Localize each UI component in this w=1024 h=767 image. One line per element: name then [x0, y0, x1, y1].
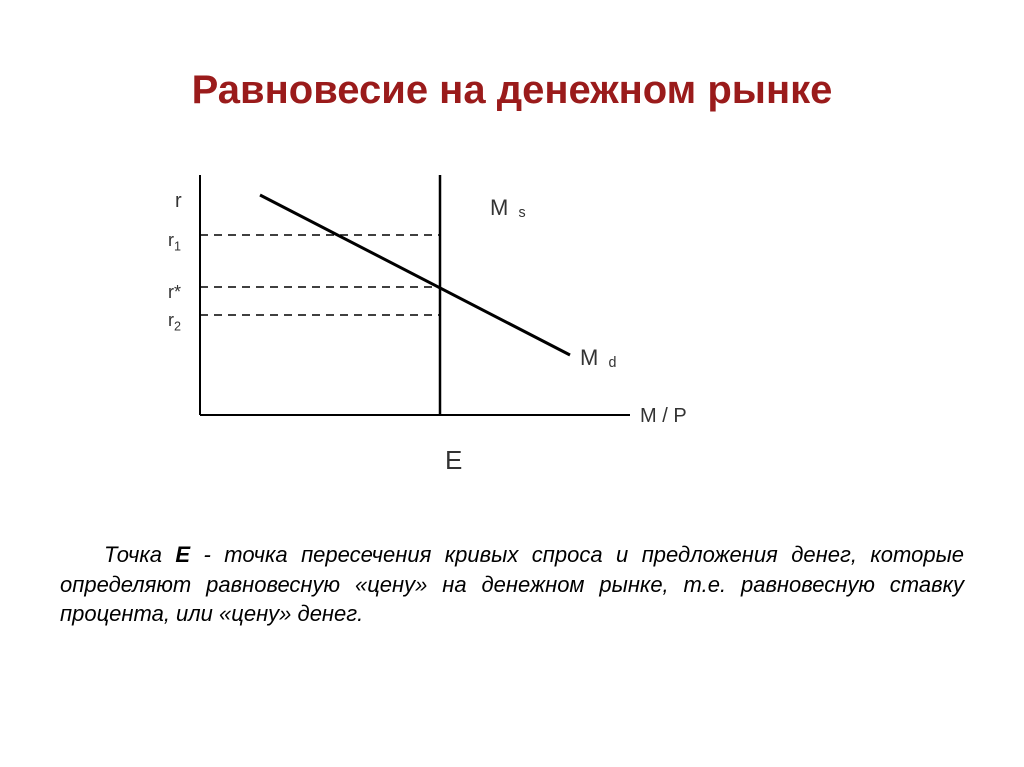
body-t1: Точка [104, 542, 175, 567]
md-label-m: M [580, 345, 598, 370]
ms-label-m: M [490, 195, 508, 220]
body-paragraph: Точка E - точка пересечения кривых спрос… [60, 540, 964, 629]
y-axis-label: r [175, 190, 182, 213]
tick-rstar: r* [168, 282, 181, 303]
ms-label-sub: s [514, 205, 525, 221]
equilibrium-label: E [445, 445, 462, 476]
x-axis-label: M / P [640, 405, 687, 428]
tick-r2-sub: 2 [174, 320, 181, 334]
body-point-E: E [175, 542, 190, 567]
slide: Равновесие на денежном рынке r M / P r1 … [0, 0, 1024, 767]
tick-r1-sub: 1 [174, 240, 181, 254]
md-label-sub: d [604, 355, 616, 371]
body-t2: - точка пересечения кривых спроса и пред… [60, 542, 964, 626]
chart-svg [150, 165, 710, 455]
money-market-chart: r M / P r1 r* r2 M s M d E [150, 165, 710, 455]
tick-r1: r1 [168, 230, 181, 254]
md-label: M d [580, 345, 616, 371]
page-title: Равновесие на денежном рынке [0, 68, 1024, 113]
ms-label: M s [490, 195, 526, 221]
tick-r2: r2 [168, 310, 181, 334]
